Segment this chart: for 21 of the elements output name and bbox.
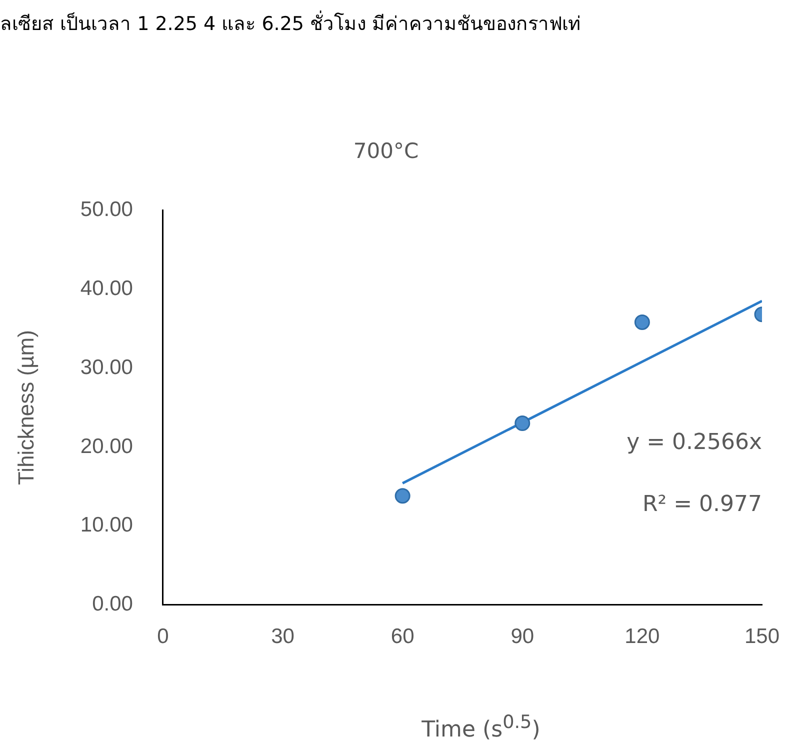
point — [634, 314, 650, 330]
y-tick-label: 30.00 — [80, 356, 133, 379]
x-tick-label: 90 — [510, 625, 534, 648]
x-tick-label: 150 — [744, 625, 780, 648]
chart-title: 700°C — [353, 139, 419, 164]
x-tick-label: 120 — [624, 625, 660, 648]
text: ลเซียส เป็นเวลา 1 2.25 4 และ 6.25 ชั่วโมง มีค่าความชันของกราฟเท่ — [0, 10, 582, 37]
x-tick-label: 60 — [390, 625, 414, 648]
y-tick-label: 20.00 — [80, 434, 133, 458]
y-tick-label: 50.00 — [80, 198, 133, 221]
y-tick-label: 40.00 — [80, 276, 133, 300]
point — [514, 416, 530, 432]
y-axis-title: Tihickness (µm) — [13, 330, 38, 485]
y-tick-label: 0.00 — [92, 592, 133, 616]
point — [394, 488, 410, 504]
annotation: R² = 0.977 — [642, 492, 762, 517]
annotation: y = 0.2566x — [626, 430, 762, 455]
x-tick-label: 0 — [157, 625, 169, 648]
x-axis-title: Time (s$^{0.5}$) — [420, 712, 542, 742]
y-tick-label: 10.00 — [80, 514, 133, 537]
x-tick-label: 30 — [271, 625, 294, 648]
